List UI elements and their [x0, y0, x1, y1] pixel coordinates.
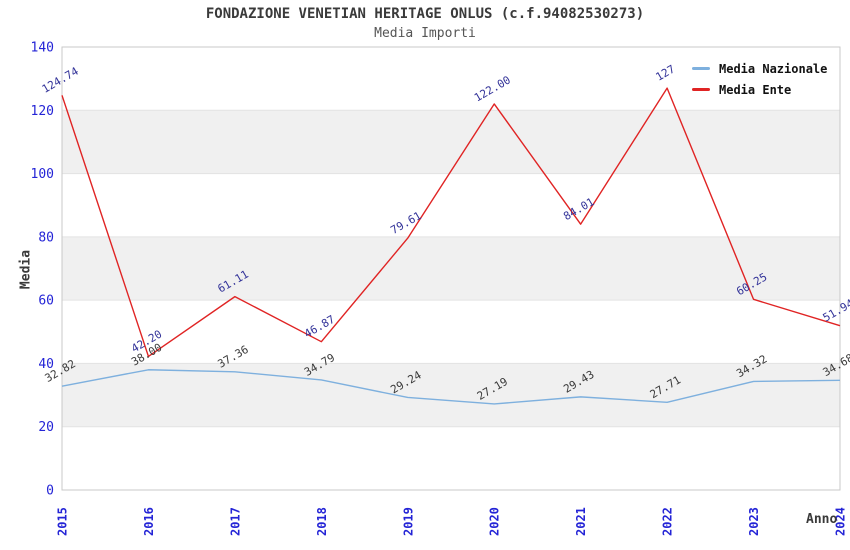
legend-item-media-nazionale: Media Nazionale [692, 58, 827, 79]
x-axis-title: Anno [806, 512, 838, 527]
x-tick-label: 2023 [747, 507, 761, 536]
plot-border [61, 46, 841, 491]
x-tick-label: 2019 [401, 507, 415, 536]
point-label-ente: 79.61 [388, 209, 423, 237]
plot-band [62, 110, 840, 174]
plot-band [62, 236, 840, 301]
y-tick-label: 80 [38, 230, 54, 245]
point-label-ente: 127 [654, 63, 678, 84]
legend-swatch-ente-icon [692, 88, 710, 91]
legend-label-ente: Media Ente [719, 82, 792, 97]
legend-label-nazionale: Media Nazionale [719, 61, 828, 76]
point-label-ente: 84.01 [561, 195, 596, 223]
legend-swatch-nazionale-icon [692, 67, 710, 70]
y-axis-title: Media [18, 249, 34, 290]
y-tick-label: 120 [31, 104, 54, 119]
x-tick-label: 2018 [315, 507, 329, 536]
y-tick-label: 0 [46, 484, 54, 499]
y-tick-label: 20 [38, 420, 54, 435]
y-tick-label: 140 [31, 41, 54, 56]
y-tick-label: 40 [38, 357, 54, 372]
y-tick-label: 100 [31, 167, 54, 182]
x-tick-label: 2016 [142, 507, 156, 536]
series-line-nazionale [61, 369, 841, 405]
plot-band [62, 363, 840, 427]
point-label-ente: 51.94 [821, 297, 850, 325]
legend-item-media-ente: Media Ente [692, 79, 827, 100]
point-label-ente: 124.74 [40, 65, 81, 96]
x-tick-label: 2021 [574, 507, 588, 536]
chart-title: FONDAZIONE VENETIAN HERITAGE ONLUS (c.f.… [205, 6, 645, 22]
y-tick-label: 60 [38, 294, 54, 309]
x-tick-label: 2020 [488, 507, 502, 536]
series-line-ente [61, 87, 841, 358]
point-label-ente: 46.87 [302, 313, 337, 341]
x-tick-label: 2017 [228, 507, 242, 536]
point-label-ente: 122.00 [472, 73, 513, 104]
x-tick-label: 2015 [56, 507, 70, 536]
legend: Media Nazionale Media Ente [686, 56, 836, 104]
x-tick-label: 2022 [661, 507, 675, 536]
chart-subtitle: Media Importi [374, 26, 476, 41]
x-tick-label: 2024 [834, 507, 848, 536]
